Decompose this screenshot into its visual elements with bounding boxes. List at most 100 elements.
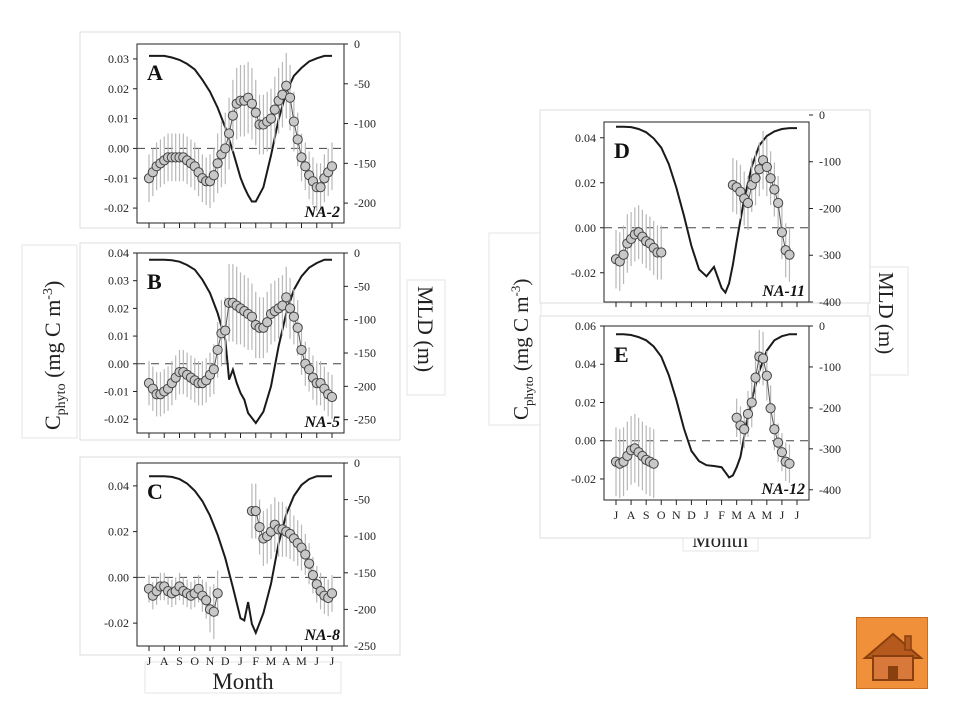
right-ylabel-sub: phyto (521, 376, 536, 406)
panel-letter: C (147, 479, 163, 504)
y-tick-label: 0.00 (108, 357, 129, 371)
data-point (300, 161, 311, 172)
cphyto-series (143, 570, 223, 640)
y2-tick-label: -150 (354, 566, 376, 580)
left-xlabel-group: Month (144, 661, 342, 694)
y-tick-label: 0.04 (575, 357, 596, 371)
x-tick-label: F (718, 508, 725, 522)
y2-tick-label: 0 (354, 246, 360, 260)
data-point (212, 588, 223, 599)
site-label: NA-11 (761, 283, 805, 300)
data-point (776, 227, 788, 238)
data-point (212, 344, 223, 356)
site-label: NA-5 (303, 414, 340, 431)
panel-letter: B (147, 269, 162, 294)
chart-panel-b: -0.02 -0.01 0.00 0.01 0.02 0.03 0.04 0 -50 -100 -1… (79, 242, 401, 441)
y-tick-label: 0.02 (108, 82, 129, 96)
data-point (648, 458, 659, 469)
cphyto-series (731, 329, 795, 483)
y2-tick-label: -400 (819, 295, 841, 309)
y2-tick-label: -200 (354, 379, 376, 393)
left-ylabel-sub: phyto (54, 383, 69, 415)
data-point (250, 107, 261, 118)
data-point (201, 595, 212, 606)
y-tick-label: 0.03 (108, 274, 129, 288)
cphyto-series (610, 205, 667, 291)
data-point (288, 116, 299, 127)
y-tick-label: 0.04 (108, 246, 129, 260)
data-point (223, 128, 235, 139)
mld-line (149, 475, 332, 636)
data-point (765, 173, 776, 184)
data-point (304, 364, 315, 375)
y2-tick-label: -100 (354, 313, 376, 327)
data-point (292, 322, 303, 333)
x-tick-label: O (657, 508, 666, 522)
y2-tick-label: -200 (354, 602, 376, 616)
x-tick-label: J (330, 654, 335, 668)
data-point (220, 325, 231, 336)
y-tick-label: -0.02 (104, 616, 129, 630)
panels-group: -0.02 -0.01 0.00 0.01 0.02 0.03 0 -50 -100 -150 -2… (79, 31, 871, 668)
data-point (262, 317, 273, 328)
y-tick-label: -0.02 (571, 266, 596, 280)
left-xlabel: Month (212, 669, 274, 694)
data-point (281, 292, 292, 303)
y2-tick-label: -200 (819, 201, 841, 215)
chart-panel-a: -0.02 -0.01 0.00 0.01 0.02 0.03 0 -50 -100 -150 -2… (79, 31, 401, 229)
data-point (656, 247, 667, 258)
data-point (307, 569, 319, 581)
y2-tick-label: -250 (354, 639, 376, 653)
y2-tick-label: 0 (819, 319, 825, 333)
y-tick-label: 0.01 (108, 112, 129, 126)
data-point (765, 403, 776, 414)
y-tick-label: -0.02 (104, 201, 129, 215)
x-tick-label: J (780, 508, 785, 522)
data-point (326, 588, 338, 599)
data-point (769, 184, 780, 195)
data-point (227, 110, 238, 121)
y-tick-label: -0.01 (104, 171, 129, 185)
y-tick-label: 0.02 (575, 395, 596, 409)
y2-tick-label: -300 (819, 248, 841, 262)
data-point (757, 353, 769, 364)
right-ylabel-sup: -3 (508, 286, 523, 297)
x-tick-label: M (266, 654, 277, 668)
data-point (292, 134, 303, 145)
data-point (265, 113, 277, 124)
y-tick-label: 0.03 (108, 52, 129, 66)
data-point (746, 397, 757, 408)
x-tick-label: J (238, 654, 243, 668)
left-ylabel-group: Cphyto (mg C m-3) (21, 244, 78, 439)
data-point (618, 249, 629, 260)
data-point (208, 170, 219, 181)
y-tick-label: 0.00 (108, 141, 129, 155)
x-tick-label: N (206, 654, 215, 668)
y-tick-label: 0.02 (108, 525, 129, 539)
x-tick-label: D (687, 508, 696, 522)
data-point (742, 197, 754, 209)
y-tick-label: 0.02 (108, 301, 129, 315)
site-label: NA-2 (303, 204, 340, 221)
data-point (288, 311, 299, 322)
cphyto-series (143, 52, 338, 212)
x-tick-label: J (614, 508, 619, 522)
x-tick-label: J (704, 508, 709, 522)
data-point (769, 424, 780, 435)
y2-tick-label: -300 (819, 442, 841, 456)
y2-tick-label: -200 (354, 196, 376, 210)
data-point (212, 158, 223, 169)
data-point (284, 303, 296, 314)
data-point (208, 364, 219, 375)
data-point (284, 92, 296, 103)
y-tick-label: -0.02 (571, 472, 596, 486)
x-tick-label: A (160, 654, 169, 668)
y2-tick-label: -50 (354, 279, 370, 293)
data-point (761, 370, 772, 381)
y2-tick-label: -100 (819, 155, 841, 169)
home-button[interactable] (856, 617, 928, 689)
data-point (296, 152, 307, 163)
